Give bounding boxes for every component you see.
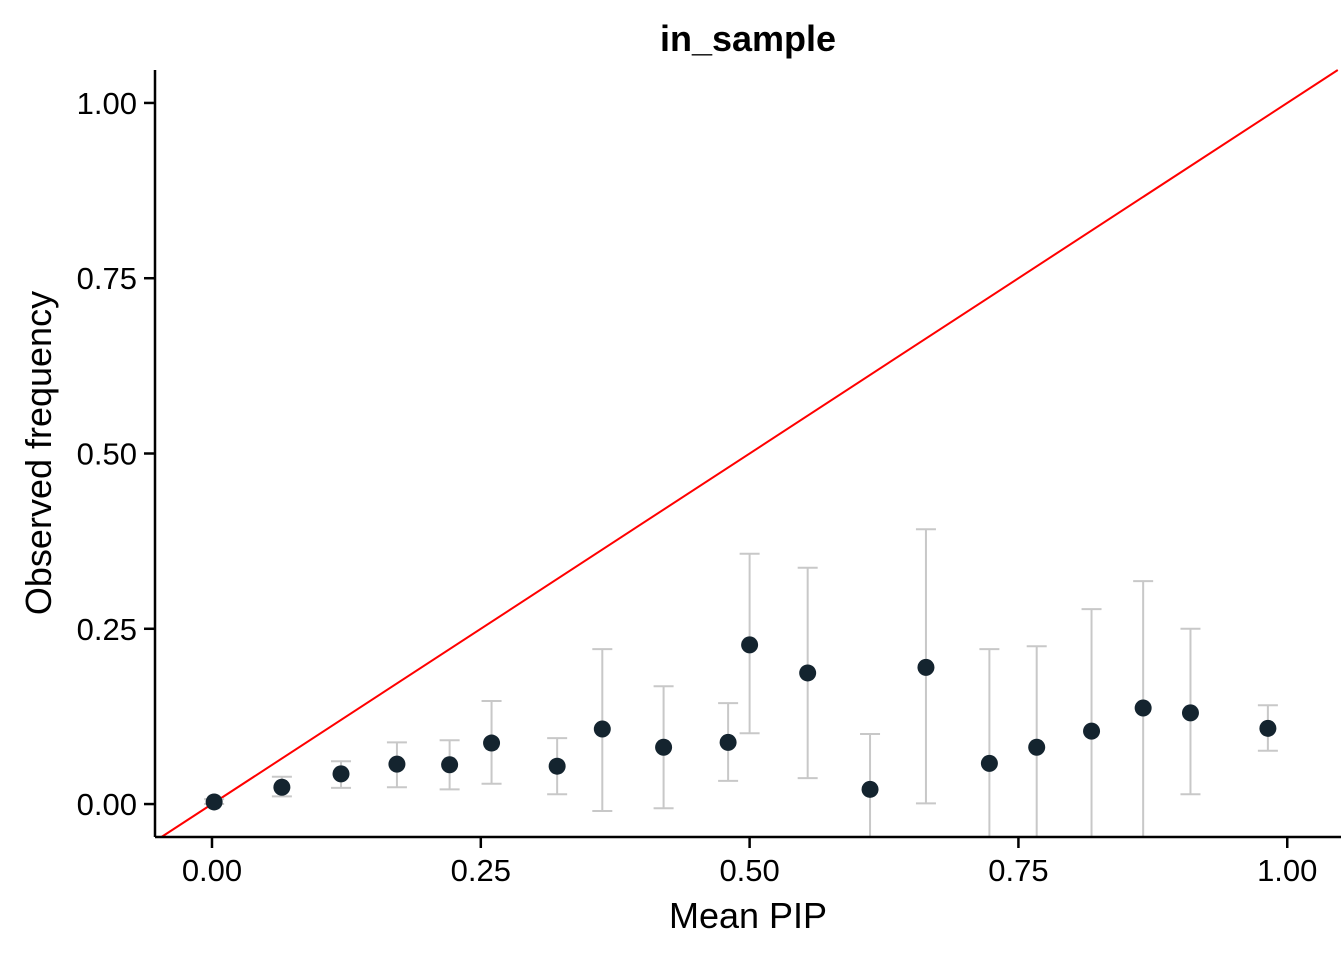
- data-point: [441, 756, 459, 774]
- x-tick-label: 0.25: [451, 853, 511, 888]
- data-point: [719, 733, 737, 751]
- x-tick-label: 1.00: [1257, 853, 1317, 888]
- y-axis-label: Observed frequency: [18, 291, 59, 615]
- tick-labels-layer: 0.00 0.25 0.50 0.75 1.00 0.00 0.25 0.50 0.75 1.00: [77, 86, 1318, 888]
- data-point: [1083, 722, 1101, 740]
- data-point: [548, 757, 566, 775]
- y-tick-label: 1.00: [77, 86, 137, 121]
- y-tick-label: 0.75: [77, 261, 137, 296]
- y-tick-label: 0.50: [77, 437, 137, 472]
- data-points-layer: [205, 636, 1277, 811]
- data-point: [1181, 704, 1199, 722]
- identity-line: [160, 69, 1339, 838]
- error-bars-layer: [204, 528, 1278, 837]
- data-point: [1028, 738, 1046, 756]
- x-axis-label: Mean PIP: [669, 895, 827, 936]
- plot-title: in_sample: [660, 18, 836, 59]
- data-point: [1259, 719, 1277, 737]
- data-point: [861, 780, 879, 798]
- data-point: [655, 738, 673, 756]
- x-tick-label: 0.50: [719, 853, 779, 888]
- data-point: [1134, 699, 1152, 717]
- data-point: [483, 734, 501, 752]
- data-point: [917, 658, 935, 676]
- data-point: [980, 754, 998, 772]
- data-point: [273, 778, 291, 796]
- data-point: [593, 720, 611, 738]
- data-point: [388, 755, 406, 773]
- data-point: [332, 765, 350, 783]
- data-point: [741, 636, 759, 654]
- data-point: [799, 664, 817, 682]
- y-tick-label: 0.00: [77, 787, 137, 822]
- x-tick-label: 0.00: [182, 853, 242, 888]
- data-point: [205, 793, 223, 811]
- identity-line-layer: [160, 69, 1339, 838]
- x-tick-label: 0.75: [988, 853, 1048, 888]
- y-tick-label: 0.25: [77, 612, 137, 647]
- axes-layer: [144, 70, 1341, 848]
